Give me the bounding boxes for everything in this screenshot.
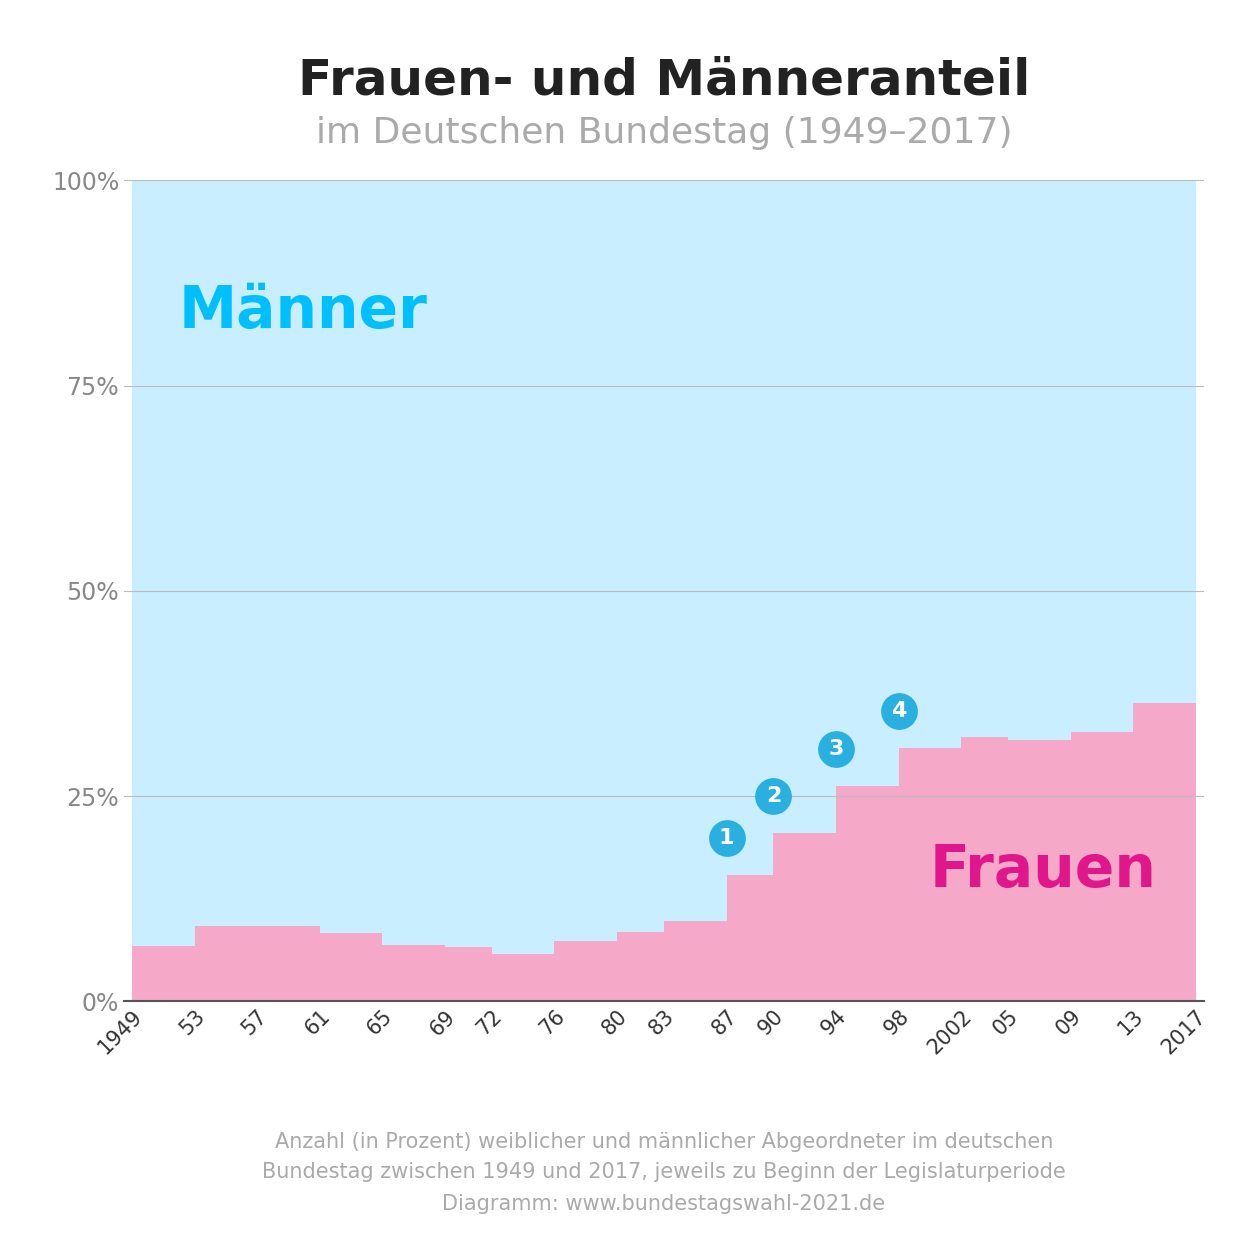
Text: Männer: Männer <box>179 284 428 341</box>
Point <box>889 700 908 720</box>
Text: 4: 4 <box>891 700 906 720</box>
Text: 1: 1 <box>719 829 735 848</box>
Point <box>716 829 736 848</box>
Text: Diagramm: www.bundestagswahl-2021.de: Diagramm: www.bundestagswahl-2021.de <box>442 1194 886 1214</box>
Text: 2: 2 <box>766 786 781 806</box>
Point <box>827 739 846 759</box>
Text: Anzahl (in Prozent) weiblicher und männlicher Abgeordneter im deutschen: Anzahl (in Prozent) weiblicher und männl… <box>274 1132 1054 1152</box>
Text: Frauen: Frauen <box>930 841 1157 898</box>
Point <box>763 786 783 806</box>
Text: Bundestag zwischen 1949 und 2017, jeweils zu Beginn der Legislaturperiode: Bundestag zwischen 1949 und 2017, jeweil… <box>262 1162 1066 1182</box>
Text: 3: 3 <box>829 739 844 759</box>
Text: im Deutschen Bundestag (1949–2017): im Deutschen Bundestag (1949–2017) <box>315 116 1013 151</box>
Text: Frauen- und Männeranteil: Frauen- und Männeranteil <box>298 57 1030 104</box>
